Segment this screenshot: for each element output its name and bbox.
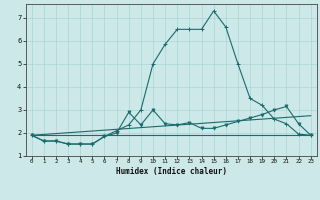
X-axis label: Humidex (Indice chaleur): Humidex (Indice chaleur) <box>116 167 227 176</box>
